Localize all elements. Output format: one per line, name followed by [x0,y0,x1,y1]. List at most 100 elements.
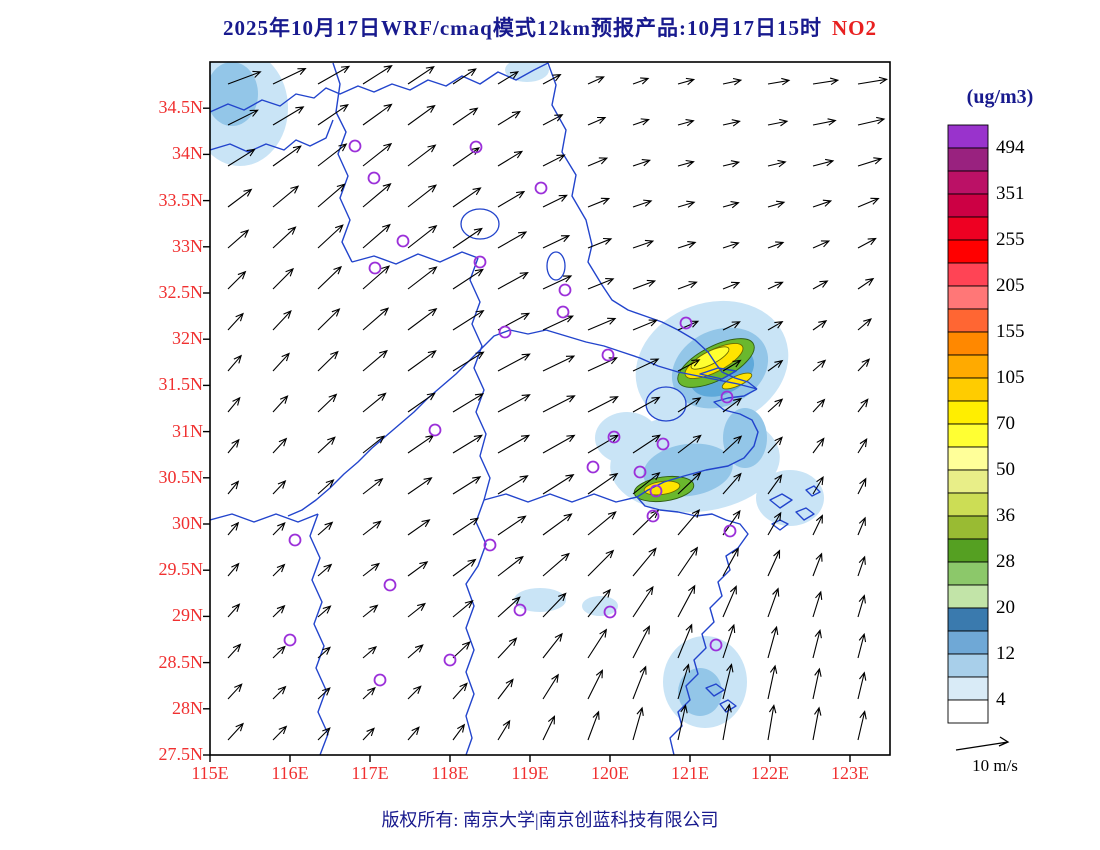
legend-swatch [947,216,989,241]
wind-arrow [542,355,576,372]
wind-arrow [317,350,339,372]
wind-arrow [407,350,437,372]
wind-arrow [632,199,653,208]
legend-swatch [947,331,989,356]
wind-arrow [227,396,241,413]
wind-arrow [587,317,617,331]
wind-arrow [587,357,618,372]
wind-arrow [542,315,574,331]
wind-arrow [227,722,244,741]
wind-arrow [272,645,286,659]
wind-arrow [632,665,647,700]
wind-arrow [542,275,573,290]
wind-arrow [857,671,867,700]
wind-arrow [767,77,791,86]
wind-arrow [542,395,576,413]
legend-swatch [947,607,989,632]
wind-arrow [317,393,338,413]
city-marker [603,605,617,619]
wind-arrow [452,682,468,700]
wind-arrow [812,590,823,618]
wind-arrow [722,663,734,700]
x-tick-label: 121E [671,763,709,783]
wind-arrow [812,359,827,372]
province-boundary [705,683,725,697]
legend-value: 36 [996,505,1015,526]
wind-arrow [317,727,331,741]
wind-arrow [272,522,286,536]
wind-arrow [227,480,240,495]
wind-arrow [227,148,256,167]
city-marker [469,140,483,154]
wind-arrow [227,438,240,454]
x-tick-label: 116E [271,763,309,783]
wind-arrow [812,437,825,454]
lake-outline [546,251,566,281]
wind-arrow [272,310,292,331]
wind-arrow [632,625,650,659]
legend-swatch [947,170,989,195]
wind-arrow [317,687,331,700]
wind-arrow [632,509,660,536]
y-tick-label: 32N [172,328,203,349]
wind-arrow [722,703,732,741]
city-marker [498,325,512,339]
wind-arrow [452,476,482,495]
wind-arrow [812,552,823,577]
legend-swatch [947,676,989,701]
wind-arrow [497,353,531,372]
wind-arrow [227,603,241,618]
legend-swatch [947,492,989,517]
wind-arrow [587,511,617,536]
y-tick-label: 28N [172,697,203,718]
wind-arrow [407,477,433,495]
wind-arrow [542,632,563,659]
wind-arrow [677,471,702,495]
wind-arrow [317,104,349,126]
no2-patch [643,480,681,496]
city-marker [443,653,457,667]
wind-arrow [272,145,302,167]
wind-arrow [497,555,524,577]
wind-arrow [452,268,484,290]
wind-arrow [542,434,576,454]
wind-arrow [767,200,786,208]
y-tick-label: 33.5N [158,189,204,210]
wind-arrow [587,116,607,126]
wind-arrow [812,158,835,167]
wind-arrow [677,159,695,168]
wind-arrow [407,602,426,618]
legend-units: (ug/m3) [966,86,1034,108]
wind-arrow [497,394,531,413]
wind-arrow [857,318,872,331]
wind-arrow [272,479,287,495]
legend-swatch [947,193,989,218]
wind-arrow [587,157,609,167]
wind-arrow [272,267,294,290]
legend-value: 20 [996,597,1015,618]
legend-swatch [947,446,989,471]
legend-swatch [947,377,989,402]
city-marker [720,390,734,404]
wind-arrow [227,643,242,659]
wind-arrow [272,395,289,413]
wind-arrow [227,354,242,372]
wind-arrow [542,552,570,577]
wind-arrow [542,673,559,700]
wind-arrow [767,474,783,495]
wind-arrow [767,664,778,700]
no2-patch [595,412,659,464]
wind-arrow [317,224,344,249]
city-marker [646,509,660,523]
legend-value: 28 [996,551,1015,572]
legend-swatch [947,584,989,609]
y-tick-label: 33N [172,235,203,256]
wind-arrow [632,472,661,495]
wind-arrow [542,235,571,249]
x-tick-label: 123E [831,763,869,783]
wind-arrow [632,585,654,618]
wind-arrow [587,76,605,85]
no2-patch [690,346,730,370]
wind-arrow [587,710,600,741]
y-tick-label: 27.5N [158,744,204,764]
